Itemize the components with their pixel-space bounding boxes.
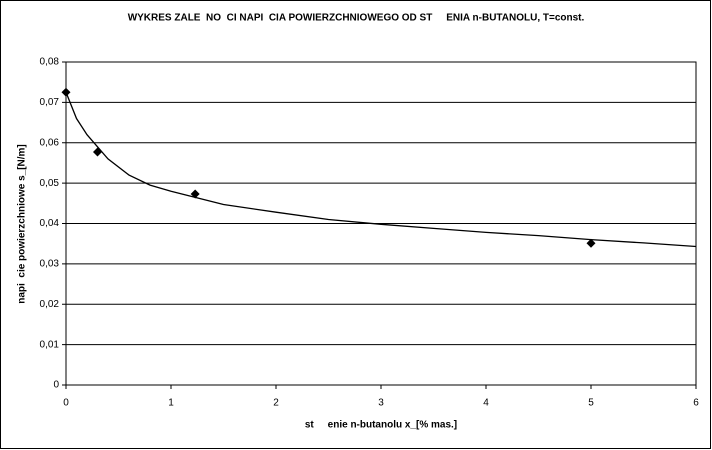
x-tick-label: 3 — [378, 398, 384, 409]
y-tick-label: 0,04 — [40, 218, 60, 229]
x-tick-label: 6 — [693, 398, 699, 409]
x-axis-label: st enie n-butanolu x_[% mas.] — [305, 420, 457, 431]
y-tick-label: 0,02 — [40, 299, 60, 310]
y-tick-label: 0 — [53, 380, 59, 391]
x-tick-label: 5 — [588, 398, 594, 409]
data-point — [190, 189, 200, 199]
y-tick-label: 0,06 — [40, 137, 60, 148]
x-tick-label: 1 — [168, 398, 174, 409]
y-tick-label: 0,05 — [40, 178, 60, 189]
data-point — [586, 238, 596, 248]
y-tick-label: 0,08 — [40, 57, 60, 68]
data-point — [93, 147, 102, 157]
x-tick-label: 2 — [273, 398, 279, 409]
chart-title: WYKRES ZALE NO CI NAPI CIA POWIERZCHNIOW… — [128, 13, 585, 24]
x-tick-label: 4 — [483, 398, 489, 409]
y-axis-label: napi cie powierzchniowe s_[N/m] — [17, 144, 28, 303]
data-point — [61, 87, 71, 97]
trend-line — [65, 92, 697, 248]
x-tick-label: 0 — [63, 398, 69, 409]
y-tick-label: 0,01 — [40, 339, 60, 350]
y-tick-label: 0,03 — [40, 259, 60, 270]
y-tick-label: 0,07 — [40, 97, 60, 108]
